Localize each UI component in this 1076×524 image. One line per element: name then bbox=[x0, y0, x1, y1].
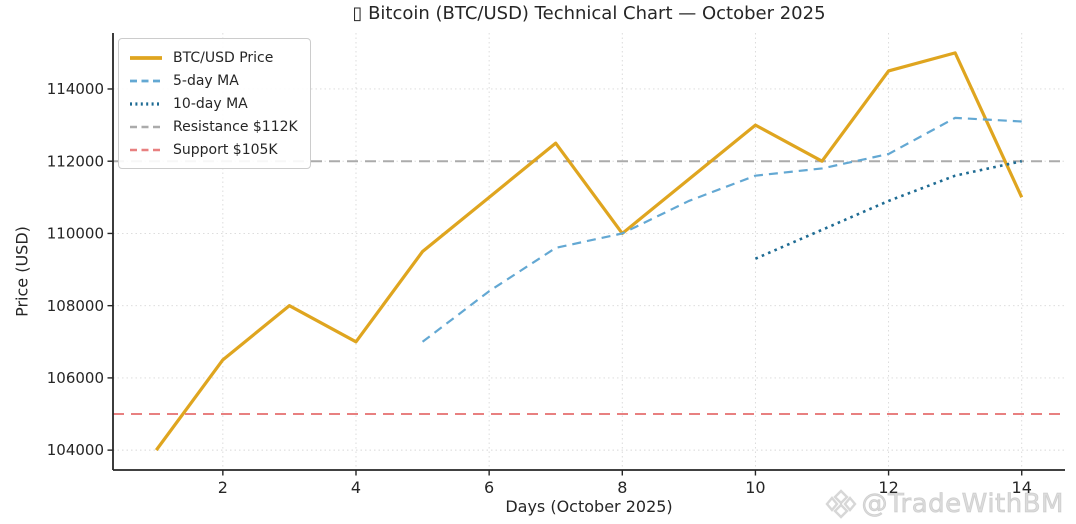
legend-item-btc-usd-price: BTC/USD Price bbox=[129, 46, 298, 69]
legend-label-5-day-ma: 5-day MA bbox=[173, 72, 239, 89]
y-tick-label: 110000 bbox=[47, 225, 104, 243]
btc-usd-price-line bbox=[154, 51, 1024, 452]
10-day-ma-line bbox=[754, 159, 1023, 260]
legend-item-10-day-ma: 10-day MA bbox=[129, 92, 298, 115]
chart-title: ▯ Bitcoin (BTC/USD) Technical Chart — Oc… bbox=[352, 3, 826, 24]
legend-line-sample-5-day-ma bbox=[130, 79, 162, 82]
x-tick-label: 4 bbox=[351, 478, 361, 497]
legend-line-sample-support-105k bbox=[130, 148, 162, 151]
y-tick-label: 104000 bbox=[47, 441, 104, 459]
x-tick-label: 12 bbox=[878, 478, 898, 497]
legend-label-resistance-112k: Resistance $112K bbox=[173, 118, 298, 135]
y-tick-label: 112000 bbox=[47, 152, 104, 170]
x-tick-label: 8 bbox=[617, 478, 627, 497]
watermark: @TradeWithBM bbox=[824, 488, 1065, 520]
x-axis-label: Days (October 2025) bbox=[505, 497, 673, 516]
legend: BTC/USD Price 5-day MA 10-day MA Resistance… bbox=[118, 38, 311, 169]
x-tick-label: 14 bbox=[1012, 478, 1032, 497]
legend-label-btc-usd-price: BTC/USD Price bbox=[173, 49, 274, 66]
legend-label-10-day-ma: 10-day MA bbox=[173, 95, 248, 112]
legend-item-5-day-ma: 5-day MA bbox=[129, 69, 298, 92]
y-tick-label: 108000 bbox=[47, 297, 104, 315]
y-tick-label: 114000 bbox=[47, 80, 104, 98]
legend-label-support-105k: Support $105K bbox=[173, 141, 278, 158]
x-tick-label: 2 bbox=[218, 478, 228, 497]
legend-line-sample-10-day-ma bbox=[130, 101, 162, 106]
legend-line-sample-btc-usd-price bbox=[130, 55, 162, 60]
watermark-logo-icon bbox=[824, 489, 857, 519]
watermark-text: @TradeWithBM bbox=[861, 489, 1064, 520]
y-tick-label: 106000 bbox=[47, 369, 104, 387]
5-day-ma-line bbox=[421, 116, 1022, 343]
x-tick-label: 6 bbox=[484, 478, 494, 497]
x-tick-label: 10 bbox=[745, 478, 765, 497]
legend-line-sample-resistance-112k bbox=[130, 125, 162, 128]
legend-item-resistance-112k: Resistance $112K bbox=[129, 115, 298, 138]
legend-item-support-105k: Support $105K bbox=[129, 138, 298, 161]
